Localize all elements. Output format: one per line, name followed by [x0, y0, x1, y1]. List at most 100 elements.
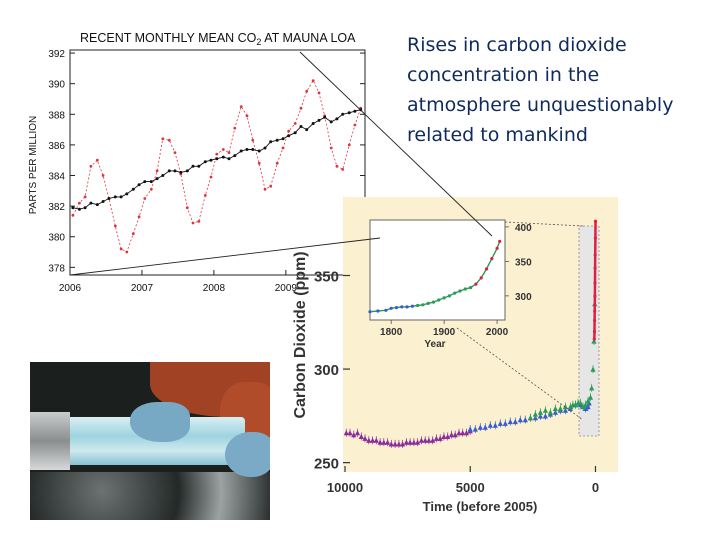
inset-point [458, 289, 462, 293]
inset-y-tick-label: 400 [515, 223, 532, 234]
monthly-mean-point [347, 143, 351, 147]
monthly-mean-point [317, 91, 321, 95]
monthly-mean-point [155, 169, 159, 173]
mauna-loa-title-part: RECENT MONTHLY MEAN CO [80, 31, 257, 45]
trend-point [317, 118, 321, 122]
inset-point [384, 308, 388, 312]
inset-point [405, 305, 409, 309]
inset-y-tick-label: 350 [515, 257, 532, 268]
trend-point [359, 108, 363, 112]
trend-point [167, 169, 171, 173]
trend-point [323, 115, 327, 119]
trend-point [185, 169, 189, 173]
trend-point [107, 197, 111, 200]
data-point [593, 219, 598, 223]
monthly-mean-point [125, 250, 129, 254]
trend-point [83, 206, 87, 210]
trend-point [71, 206, 75, 210]
monthly-mean-point [83, 195, 87, 199]
mauna-loa-title-subscript: 2 [256, 37, 261, 47]
trend-point [119, 195, 123, 199]
caption-line: related to mankind [407, 124, 588, 146]
monthly-mean-point [221, 148, 225, 151]
y-tick-label: 390 [48, 80, 65, 91]
inset-y-tick-label: 300 [515, 292, 532, 303]
trend-point [227, 157, 231, 161]
inset-point [431, 300, 436, 304]
trend-point [233, 154, 237, 158]
monthly-mean-point [137, 215, 141, 219]
trend-point [203, 160, 207, 164]
trend-point [245, 148, 249, 151]
inset-point [376, 309, 380, 313]
snow-surface [30, 472, 270, 520]
trend-point [275, 138, 279, 142]
monthly-mean-point [203, 194, 207, 197]
x-tick-label: 2007 [131, 283, 154, 294]
trend-point [77, 207, 81, 211]
inset-point [410, 304, 414, 308]
ice-core-axes: 250 300 350 10000 5000 0 [314, 269, 599, 496]
data-point [593, 309, 597, 313]
mauna-loa-y-axis-label: PARTS PER MILLION [28, 116, 39, 215]
trend-point [125, 192, 129, 196]
monthly-mean-point [95, 158, 99, 162]
trend-point [179, 170, 183, 174]
blue-glove [225, 432, 270, 477]
ice-core-chart: Carbon Dioxide (ppm) Time (before 2005) … [292, 197, 618, 514]
monthly-mean-point [185, 206, 189, 210]
monthly-mean-point [335, 164, 339, 168]
trend-point [209, 158, 213, 162]
trend-point [149, 180, 153, 184]
inset-point [394, 306, 399, 310]
trend-point [293, 131, 297, 135]
y-tick-label: 250 [314, 456, 339, 473]
data-point [593, 253, 597, 257]
inset-x-tick-label: 2000 [486, 327, 509, 338]
data-point [593, 266, 597, 270]
trend-point [335, 117, 339, 121]
metal-tube [30, 412, 70, 470]
trend-point [221, 155, 225, 159]
monthly-mean-point [263, 187, 267, 191]
trend-point [329, 120, 333, 124]
trend-point [269, 140, 273, 144]
caption-line: atmosphere unquestionably [407, 94, 674, 116]
monthly-mean-point [311, 79, 315, 82]
y-tick-label: 300 [314, 362, 339, 379]
monthly-mean-point [293, 122, 297, 125]
trend-point [113, 195, 117, 199]
monthly-mean-point [281, 146, 285, 150]
blue-glove [130, 402, 190, 442]
trend-point [305, 128, 309, 132]
mauna-loa-record-line [593, 221, 597, 340]
trend-point [347, 111, 351, 115]
y-tick-label: 392 [48, 49, 65, 60]
monthly-mean-point [257, 161, 261, 165]
inset-point [484, 267, 489, 271]
trend-point [143, 180, 147, 184]
monthly-mean-point [167, 138, 171, 142]
inset-series [368, 239, 502, 314]
inset-point [447, 294, 451, 298]
y-tick-label: 350 [314, 269, 339, 286]
x-tick-label: 2006 [59, 283, 82, 294]
monthly-mean-point [233, 126, 237, 130]
inset-frame [369, 219, 506, 321]
monthly-mean-point [191, 221, 195, 225]
x-tick-label: 0 [592, 480, 599, 495]
trend-point [89, 201, 93, 205]
trend-point [257, 149, 261, 153]
caption-text: Rises in carbon dioxide concentration in… [407, 30, 712, 150]
monthly-mean-point [143, 197, 147, 200]
monthly-mean-point [299, 106, 303, 110]
x-tick-label: 5000 [456, 480, 485, 495]
inset-point [426, 301, 430, 305]
ice-core-x-axis-label: Time (before 2005) [423, 499, 538, 514]
trend-point [287, 134, 291, 138]
monthly-mean-point [227, 151, 231, 154]
inset-x-tick-label: 1900 [433, 327, 456, 338]
trend-point [353, 109, 357, 113]
y-tick-label: 382 [48, 202, 65, 213]
inset-point [453, 291, 457, 295]
